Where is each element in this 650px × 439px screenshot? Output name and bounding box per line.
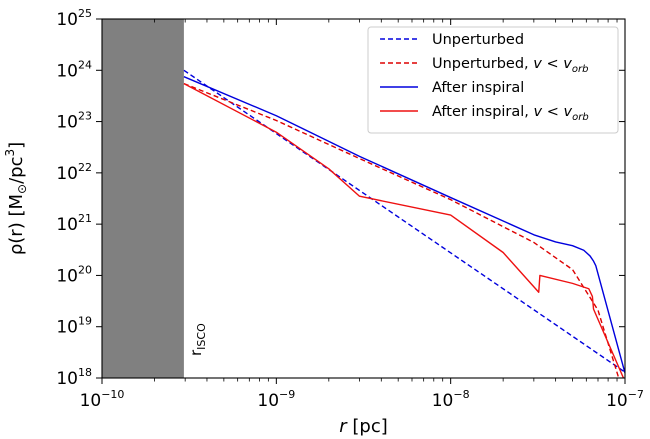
legend-label-sub: orb [572,64,589,75]
y-tick-base: 10 [56,10,78,30]
y-tick-base: 10 [56,369,78,389]
x-tick-exp: −8 [453,388,469,401]
legend-label-lt: < [542,104,563,120]
y-tick-exp: 18 [78,366,92,379]
legend-label-lt: < [542,56,563,72]
legend-label-main: Unperturbed, [432,56,533,72]
legend-label-3: After inspiral [432,80,524,96]
legend-label-text: Unperturbed [432,32,524,48]
x-tick-base: 10 [606,391,628,411]
y-tick-base: 10 [56,61,78,81]
y-tick-exp: 24 [78,58,92,71]
isco-shaded-region [102,19,184,378]
y-axis-label-end: ] [6,142,27,149]
y-axis-label-sub: ⊙ [15,184,29,194]
legend-label-text: After inspiral [432,80,524,96]
x-tick-exp: −9 [279,388,295,401]
y-axis-label-mid: /pc [6,157,27,184]
isco-label-sub: ISCO [195,323,208,350]
legend-label-main: After inspiral, [432,104,534,120]
y-tick-exp: 20 [78,263,92,276]
y-tick-exp: 23 [78,110,92,123]
y-tick-exp: 25 [78,7,92,20]
y-tick-base: 10 [56,113,78,133]
y-axis-label-main: ρ(r) [M [6,194,27,255]
x-tick-base: 10 [432,391,454,411]
legend-label-sub: orb [572,112,589,123]
x-tick-base: 10 [257,391,279,411]
y-tick-base: 10 [56,215,78,235]
y-tick-exp: 21 [78,212,92,225]
y-tick-base: 10 [56,318,78,338]
y-tick-base: 10 [56,164,78,184]
x-axis-label-unit: [pc] [347,416,388,437]
legend-label-1: Unperturbed [432,32,524,48]
y-tick-base: 10 [56,266,78,286]
x-axis-label: r [pc] [339,416,388,437]
x-tick-exp: −7 [628,388,644,401]
y-axis-label-sup: 3 [3,149,17,157]
x-tick-exp: −10 [101,388,124,401]
y-tick-exp: 19 [78,315,92,328]
y-tick-exp: 22 [78,161,92,174]
x-tick-base: 10 [80,391,102,411]
y-axis-label: ρ(r) [M⊙/pc3] [3,142,29,255]
